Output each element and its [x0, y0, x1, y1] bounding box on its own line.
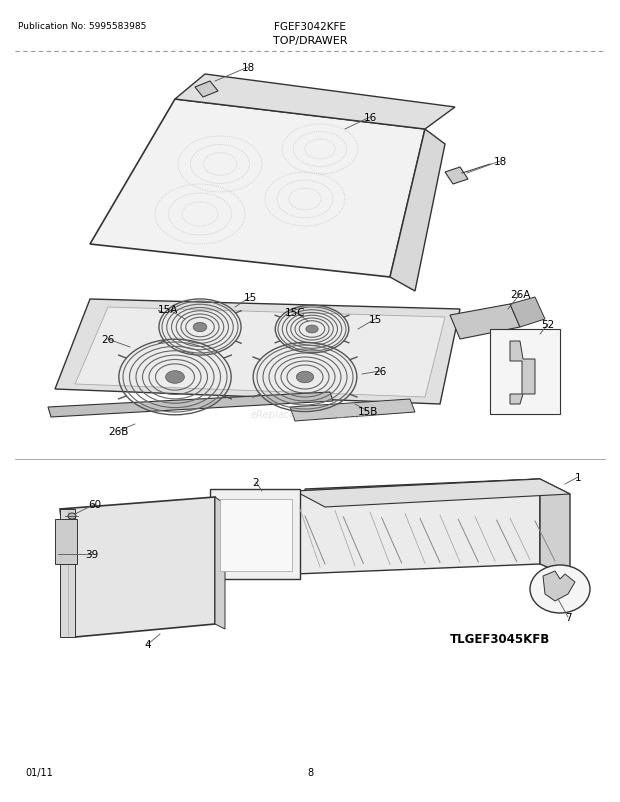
Text: 1: 1: [575, 472, 582, 482]
Text: 7: 7: [565, 612, 571, 622]
Text: 26: 26: [373, 367, 387, 376]
Text: 18: 18: [241, 63, 255, 73]
Text: 01/11: 01/11: [25, 767, 53, 777]
Polygon shape: [295, 480, 570, 508]
Text: FGEF3042KFE: FGEF3042KFE: [274, 22, 346, 32]
Polygon shape: [540, 480, 570, 577]
Text: 18: 18: [494, 157, 507, 167]
Polygon shape: [90, 100, 425, 277]
Text: 16: 16: [363, 113, 376, 123]
Ellipse shape: [68, 513, 76, 520]
Text: 15: 15: [244, 293, 257, 302]
Text: 15: 15: [368, 314, 382, 325]
Text: 39: 39: [86, 549, 99, 559]
Polygon shape: [55, 300, 460, 404]
Polygon shape: [48, 392, 333, 418]
Polygon shape: [445, 168, 468, 184]
Text: eReplacementParts.com: eReplacementParts.com: [250, 410, 370, 419]
Polygon shape: [305, 480, 545, 571]
Text: 52: 52: [541, 320, 555, 330]
Polygon shape: [60, 509, 75, 638]
Ellipse shape: [193, 323, 207, 332]
Bar: [490, 330, 560, 415]
Text: 26A: 26A: [510, 290, 530, 300]
Polygon shape: [543, 571, 575, 602]
Ellipse shape: [530, 565, 590, 614]
Ellipse shape: [306, 326, 318, 334]
Text: 2: 2: [253, 477, 259, 488]
Polygon shape: [290, 399, 415, 422]
Polygon shape: [295, 480, 540, 574]
Polygon shape: [390, 130, 445, 292]
Polygon shape: [175, 75, 455, 130]
Text: 26: 26: [102, 334, 115, 345]
Polygon shape: [510, 342, 535, 404]
Polygon shape: [195, 82, 218, 98]
Text: 15A: 15A: [158, 305, 178, 314]
Polygon shape: [510, 298, 545, 327]
Text: TOP/DRAWER: TOP/DRAWER: [273, 36, 347, 46]
Text: Publication No: 5995583985: Publication No: 5995583985: [18, 22, 146, 31]
Polygon shape: [450, 305, 520, 339]
Ellipse shape: [296, 372, 314, 383]
Ellipse shape: [166, 371, 184, 384]
Text: 8: 8: [307, 767, 313, 777]
Polygon shape: [220, 500, 292, 571]
Polygon shape: [60, 497, 215, 638]
Text: 26B: 26B: [108, 427, 128, 436]
Polygon shape: [75, 308, 445, 398]
Text: 15C: 15C: [285, 308, 305, 318]
Bar: [55, 520, 77, 565]
Text: 4: 4: [144, 639, 151, 649]
Polygon shape: [215, 497, 225, 630]
Text: 60: 60: [89, 500, 102, 509]
Polygon shape: [210, 489, 300, 579]
Text: TLGEF3045KFB: TLGEF3045KFB: [450, 633, 550, 646]
Text: 15B: 15B: [358, 407, 378, 416]
